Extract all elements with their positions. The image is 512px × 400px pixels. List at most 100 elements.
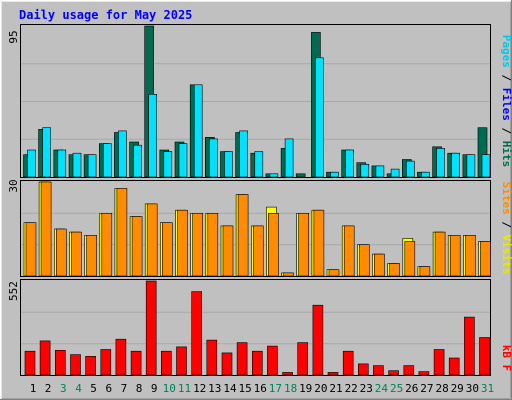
bar-sites-day-5 (86, 235, 97, 277)
bar-pages-day-1 (27, 149, 36, 178)
bar-sites-day-23 (358, 244, 370, 277)
x-tick-label: 25 (390, 382, 403, 395)
bar-kbytes-day-7 (115, 338, 127, 376)
x-tick-label: 14 (223, 382, 237, 395)
legend-sites: Sites (500, 182, 512, 215)
bar-sites-day-20 (313, 209, 325, 277)
bar-pages-day-31 (481, 154, 491, 178)
bar-pages-day-5 (87, 154, 97, 178)
bar-kbytes-day-29 (448, 357, 460, 376)
visits-ymax-label: 30 (7, 179, 20, 192)
bar-kbytes-day-19 (297, 342, 309, 376)
x-tick-label: 30 (466, 382, 479, 395)
x-tick-label: 12 (193, 382, 206, 395)
bar-sites-day-3 (55, 228, 67, 277)
bar-kbytes-day-2 (39, 340, 51, 376)
x-tick-label: 4 (75, 382, 82, 395)
bar-sites-day-4 (71, 231, 82, 277)
bar-kbytes-day-1 (24, 350, 36, 376)
x-tick-label: 22 (345, 382, 358, 395)
kbytes-ymax-label: 552 (7, 281, 20, 301)
x-tick-label: 18 (284, 382, 297, 395)
bar-kbytes-day-5 (85, 355, 96, 376)
legend-hits-files-pages: Pages / Files / Hits (500, 35, 512, 168)
bar-kbytes-day-23 (357, 363, 369, 376)
bar-kbytes-day-21 (327, 372, 339, 376)
bar-pages-day-26 (405, 160, 415, 178)
x-tick-label: 5 (90, 382, 97, 395)
x-tick-label: 9 (151, 382, 158, 395)
bar-sites-day-14 (222, 225, 234, 277)
x-tick-label: 2 (45, 382, 52, 395)
bar-kbytes-day-30 (464, 316, 475, 376)
bar-kbytes-day-14 (221, 352, 233, 376)
bar-pages-day-9 (148, 94, 157, 178)
bar-kbytes-day-22 (342, 350, 354, 376)
bar-pages-day-3 (57, 149, 67, 178)
x-tick-label: 15 (238, 382, 251, 395)
x-tick-label: 8 (136, 382, 143, 395)
bar-pages-day-22 (345, 149, 355, 178)
bar-pages-day-27 (421, 171, 430, 178)
bar-kbytes-day-24 (373, 365, 384, 376)
x-tick-label: 27 (420, 382, 433, 395)
bar-pages-day-13 (209, 138, 218, 178)
bar-pages-day-25 (390, 168, 400, 178)
x-tick-label: 11 (178, 382, 191, 395)
bar-hits-day-19 (295, 173, 306, 178)
bar-kbytes-day-17 (267, 345, 278, 376)
bar-pages-day-16 (254, 151, 264, 178)
bar-pages-day-18 (284, 138, 294, 178)
bar-pages-day-20 (315, 57, 324, 178)
x-tick-label: 21 (329, 382, 342, 395)
bar-kbytes-day-31 (479, 337, 490, 376)
bar-pages-day-24 (375, 165, 385, 178)
hits-ymax-label: 95 (7, 30, 20, 43)
bar-sites-day-2 (40, 181, 52, 277)
bar-pages-day-10 (163, 151, 173, 178)
bar-sites-day-24 (374, 253, 385, 277)
bar-sites-day-19 (298, 213, 310, 277)
bar-pages-day-29 (451, 152, 461, 178)
bar-sites-day-28 (434, 231, 446, 277)
bar-kbytes-day-6 (100, 349, 112, 376)
bar-sites-day-16 (253, 225, 264, 277)
bar-kbytes-day-27 (418, 371, 430, 376)
bar-pages-day-21 (330, 171, 339, 178)
x-tick-label: 24 (375, 382, 389, 395)
bar-pages-day-28 (436, 148, 445, 178)
bar-sites-day-30 (465, 235, 476, 277)
bar-sites-day-25 (389, 263, 400, 277)
bar-sites-day-8 (131, 216, 143, 277)
legend-kbytes: kB F (500, 345, 512, 372)
bar-pages-day-14 (224, 151, 233, 178)
bar-sites-day-26 (404, 241, 416, 277)
bar-kbytes-day-10 (161, 350, 172, 376)
bar-pages-day-12 (193, 84, 203, 178)
legend-visits: Visits (500, 235, 512, 275)
bar-kbytes-day-20 (312, 304, 324, 376)
legend-pages: Pages (500, 35, 512, 68)
legend-visits-sites: Sites / Visits (500, 182, 512, 275)
bar-kbytes-day-12 (191, 291, 202, 376)
bars-group (23, 25, 491, 376)
x-tick-label: 6 (105, 382, 112, 395)
bar-sites-day-18 (283, 272, 294, 277)
bar-kbytes-day-8 (130, 350, 142, 376)
bar-sites-day-7 (116, 188, 128, 277)
x-tick-label: 20 (314, 382, 327, 395)
bar-pages-day-2 (42, 127, 51, 178)
bar-pages-day-23 (360, 164, 370, 178)
x-tick-label: 7 (121, 382, 128, 395)
bar-sites-day-9 (146, 203, 158, 277)
bar-kbytes-day-15 (236, 342, 248, 376)
x-tick-label: 3 (60, 382, 67, 395)
legend-files: Files (500, 88, 512, 121)
bar-pages-day-15 (239, 130, 248, 178)
x-tick-label: 17 (269, 382, 282, 395)
bar-sites-day-17 (268, 213, 279, 277)
x-tick-label: 1 (30, 382, 37, 395)
bar-sites-day-15 (237, 194, 249, 277)
bar-sites-day-29 (449, 235, 461, 277)
